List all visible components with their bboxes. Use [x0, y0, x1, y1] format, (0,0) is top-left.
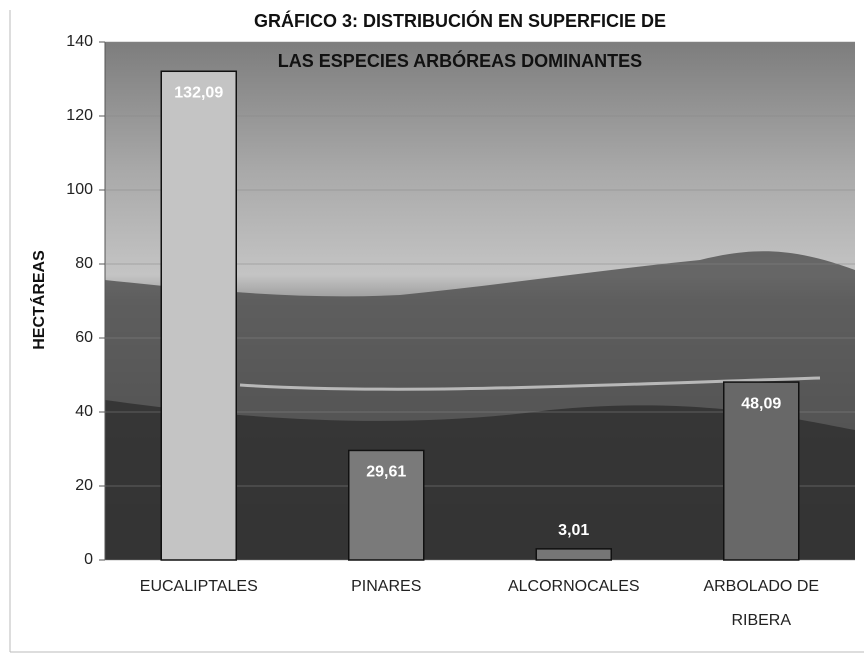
y-tick-label: 20 — [75, 477, 93, 494]
y-axis-label: HECTÁREAS — [29, 250, 48, 350]
data-label: 29,61 — [366, 464, 406, 481]
y-tick-label: 0 — [84, 551, 93, 568]
chart-title: GRÁFICO 3: DISTRIBUCIÓN EN SUPERFICIE DE — [254, 10, 666, 31]
bar — [161, 71, 236, 560]
x-tick-label: ARBOLADO DE RIBERA — [676, 570, 846, 638]
bar — [536, 549, 611, 560]
data-label: 3,01 — [558, 522, 589, 539]
y-tick-label: 100 — [66, 181, 93, 198]
y-tick-label: 140 — [66, 33, 93, 50]
x-tick-label: PINARES — [301, 570, 471, 604]
x-tick-label: ALCORNOCALES — [489, 570, 659, 604]
data-label: 48,09 — [741, 395, 781, 412]
y-tick-label: 120 — [66, 107, 93, 124]
y-tick-label: 40 — [75, 403, 93, 420]
chart-title: LAS ESPECIES ARBÓREAS DOMINANTES — [278, 50, 642, 71]
y-tick-label: 80 — [75, 255, 93, 272]
x-tick-label: EUCALIPTALES — [114, 570, 284, 604]
data-label: 132,09 — [174, 84, 223, 101]
y-tick-label: 60 — [75, 329, 93, 346]
chart-svg: GRÁFICO 3: DISTRIBUCIÓN EN SUPERFICIE DE… — [0, 0, 864, 662]
chart: GRÁFICO 3: DISTRIBUCIÓN EN SUPERFICIE DE… — [0, 0, 864, 662]
